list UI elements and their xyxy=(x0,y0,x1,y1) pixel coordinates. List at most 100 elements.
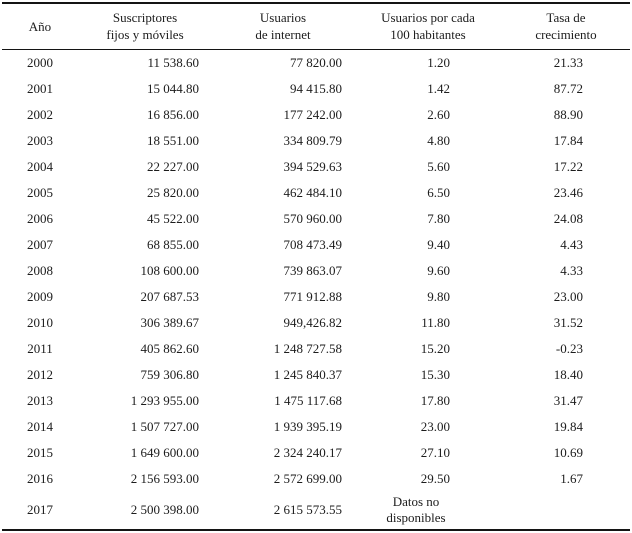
cell-users-per-100: 27.10 xyxy=(420,444,450,460)
cell-users-per-100: 4.80 xyxy=(427,132,450,148)
table-header: Año Suscriptores fijos y móviles Usuario… xyxy=(2,3,630,50)
cell-users-per-100: 15.30 xyxy=(420,366,450,382)
cell-growth-rate: 31.52 xyxy=(553,314,583,330)
table-row: 2000 11 538.60 77 820.00 1.20 21.33 xyxy=(2,50,630,76)
cell-internet-users: 771 912.88 xyxy=(283,288,343,304)
cell-growth-rate: 10.69 xyxy=(553,444,583,460)
table-row: 2003 18 551.00 334 809.79 4.80 17.84 xyxy=(2,128,630,154)
cell-users-per-100: 9.60 xyxy=(427,262,450,278)
cell-year: 2004 xyxy=(27,158,53,174)
cell-internet-users: 394 529.63 xyxy=(283,158,343,174)
cell-subscribers: 405 862.60 xyxy=(140,340,200,356)
cell-users-per-100: 1.20 xyxy=(427,54,450,70)
no-data-note-line: disponibles xyxy=(386,509,446,525)
cell-users-per-100: 23.00 xyxy=(420,418,450,434)
table-row: 2016 2 156 593.00 2 572 699.00 29.50 1.67 xyxy=(2,466,630,492)
cell-users-per-100: 7.80 xyxy=(427,210,450,226)
table-row: 2005 25 820.00 462 484.10 6.50 23.46 xyxy=(2,180,630,206)
cell-internet-users: 2 324 240.17 xyxy=(273,444,342,460)
cell-year: 2008 xyxy=(27,262,53,278)
cell-internet-users: 708 473.49 xyxy=(283,236,343,252)
cell-internet-users: 177 242.00 xyxy=(283,106,343,122)
cell-users-per-100: 9.80 xyxy=(427,288,450,304)
cell-users-per-100: 6.50 xyxy=(427,184,450,200)
cell-users-per-100: 15.20 xyxy=(420,340,450,356)
cell-year: 2001 xyxy=(27,80,53,96)
header-year: Año xyxy=(2,3,78,50)
cell-internet-users: 77 820.00 xyxy=(290,54,342,70)
cell-subscribers: 25 820.00 xyxy=(147,184,199,200)
cell-users-per-100: 5.60 xyxy=(427,158,450,174)
header-internet-users-line1: Usuarios xyxy=(259,10,307,25)
table-row: 2011 405 862.60 1 248 727.58 15.20 -0.23 xyxy=(2,336,630,362)
cell-subscribers: 207 687.53 xyxy=(140,288,200,304)
cell-subscribers: 1 507 727.00 xyxy=(130,418,199,434)
cell-subscribers: 306 389.67 xyxy=(140,314,200,330)
cell-users-per-100: 11.80 xyxy=(421,314,450,330)
cell-year: 2002 xyxy=(27,106,53,122)
cell-growth-rate: 19.84 xyxy=(553,418,583,434)
cell-year: 2015 xyxy=(27,444,53,460)
header-growth-rate-line1: Tasa de xyxy=(546,10,586,25)
cell-internet-users: 949,426.82 xyxy=(283,314,343,330)
cell-growth-rate: 87.72 xyxy=(553,80,583,96)
cell-internet-users: 94 415.80 xyxy=(290,80,342,96)
header-users-per-100-line1: Usuarios por cada xyxy=(381,10,475,25)
cell-year: 2011 xyxy=(27,340,53,356)
cell-subscribers: 108 600.00 xyxy=(140,262,200,278)
cell-subscribers: 15 044.80 xyxy=(147,80,199,96)
cell-year: 2012 xyxy=(27,366,53,382)
cell-subscribers: 22 227.00 xyxy=(147,158,199,174)
cell-internet-users: 1 248 727.58 xyxy=(273,340,342,356)
table-row: 2001 15 044.80 94 415.80 1.42 87.72 xyxy=(2,76,630,102)
cell-year: 2007 xyxy=(27,236,53,252)
cell-year: 2016 xyxy=(27,470,53,486)
cell-users-per-100: 1.42 xyxy=(427,80,450,96)
cell-subscribers: 1 293 955.00 xyxy=(130,392,199,408)
cell-year: 2000 xyxy=(27,54,53,70)
cell-internet-users: 462 484.10 xyxy=(283,184,343,200)
table-body: 2000 11 538.60 77 820.00 1.20 21.33 2001 15 04… xyxy=(2,50,630,530)
cell-year: 2017 xyxy=(27,502,53,517)
cell-growth-rate: 18.40 xyxy=(553,366,583,382)
cell-subscribers: 11 538.60 xyxy=(147,54,199,70)
table-row: 2014 1 507 727.00 1 939 395.19 23.00 19.84 xyxy=(2,414,630,440)
table-row: 2004 22 227.00 394 529.63 5.60 17.22 xyxy=(2,154,630,180)
cell-subscribers: 45 522.00 xyxy=(147,210,199,226)
cell-growth-rate: 4.33 xyxy=(560,262,583,278)
table-row: 2009 207 687.53 771 912.88 9.80 23.00 xyxy=(2,284,630,310)
cell-subscribers: 18 551.00 xyxy=(147,132,199,148)
cell-growth-rate: -0.23 xyxy=(555,340,583,356)
cell-year: 2005 xyxy=(27,184,53,200)
cell-users-per-100: 9.40 xyxy=(427,236,450,252)
cell-growth-rate xyxy=(502,492,630,530)
cell-internet-users: 1 475 117.68 xyxy=(274,392,342,408)
table-row: 2002 16 856.00 177 242.00 2.60 88.90 xyxy=(2,102,630,128)
cell-growth-rate: 23.46 xyxy=(553,184,583,200)
header-users-per-100: Usuarios por cada 100 habitantes xyxy=(354,3,502,50)
cell-year: 2006 xyxy=(27,210,53,226)
header-internet-users-line2: de internet xyxy=(255,27,311,42)
cell-year: 2013 xyxy=(27,392,53,408)
header-users-per-100-line2: 100 habitantes xyxy=(390,27,466,42)
cell-year: 2009 xyxy=(27,288,53,304)
cell-growth-rate: 88.90 xyxy=(553,106,583,122)
table-row: 2006 45 522.00 570 960.00 7.80 24.08 xyxy=(2,206,630,232)
cell-internet-users: 739 863.07 xyxy=(283,262,343,278)
header-growth-rate: Tasa de crecimiento xyxy=(502,3,630,50)
cell-growth-rate: 17.22 xyxy=(553,158,583,174)
cell-internet-users: 570 960.00 xyxy=(283,210,343,226)
header-internet-users: Usuarios de internet xyxy=(212,3,354,50)
table-row: 2013 1 293 955.00 1 475 117.68 17.80 31.47 xyxy=(2,388,630,414)
cell-growth-rate: 21.33 xyxy=(553,54,583,70)
cell-users-per-100: 17.80 xyxy=(420,392,450,408)
header-subscribers-line1: Suscriptores xyxy=(112,10,178,25)
table-row: 2008 108 600.00 739 863.07 9.60 4.33 xyxy=(2,258,630,284)
cell-subscribers: 16 856.00 xyxy=(147,106,199,122)
no-data-note-line: Datos no xyxy=(392,493,440,509)
cell-growth-rate: 31.47 xyxy=(553,392,583,408)
cell-internet-users: 1 939 395.19 xyxy=(273,418,342,434)
cell-growth-rate: 24.08 xyxy=(553,210,583,226)
cell-subscribers: 2 500 398.00 xyxy=(130,502,199,517)
